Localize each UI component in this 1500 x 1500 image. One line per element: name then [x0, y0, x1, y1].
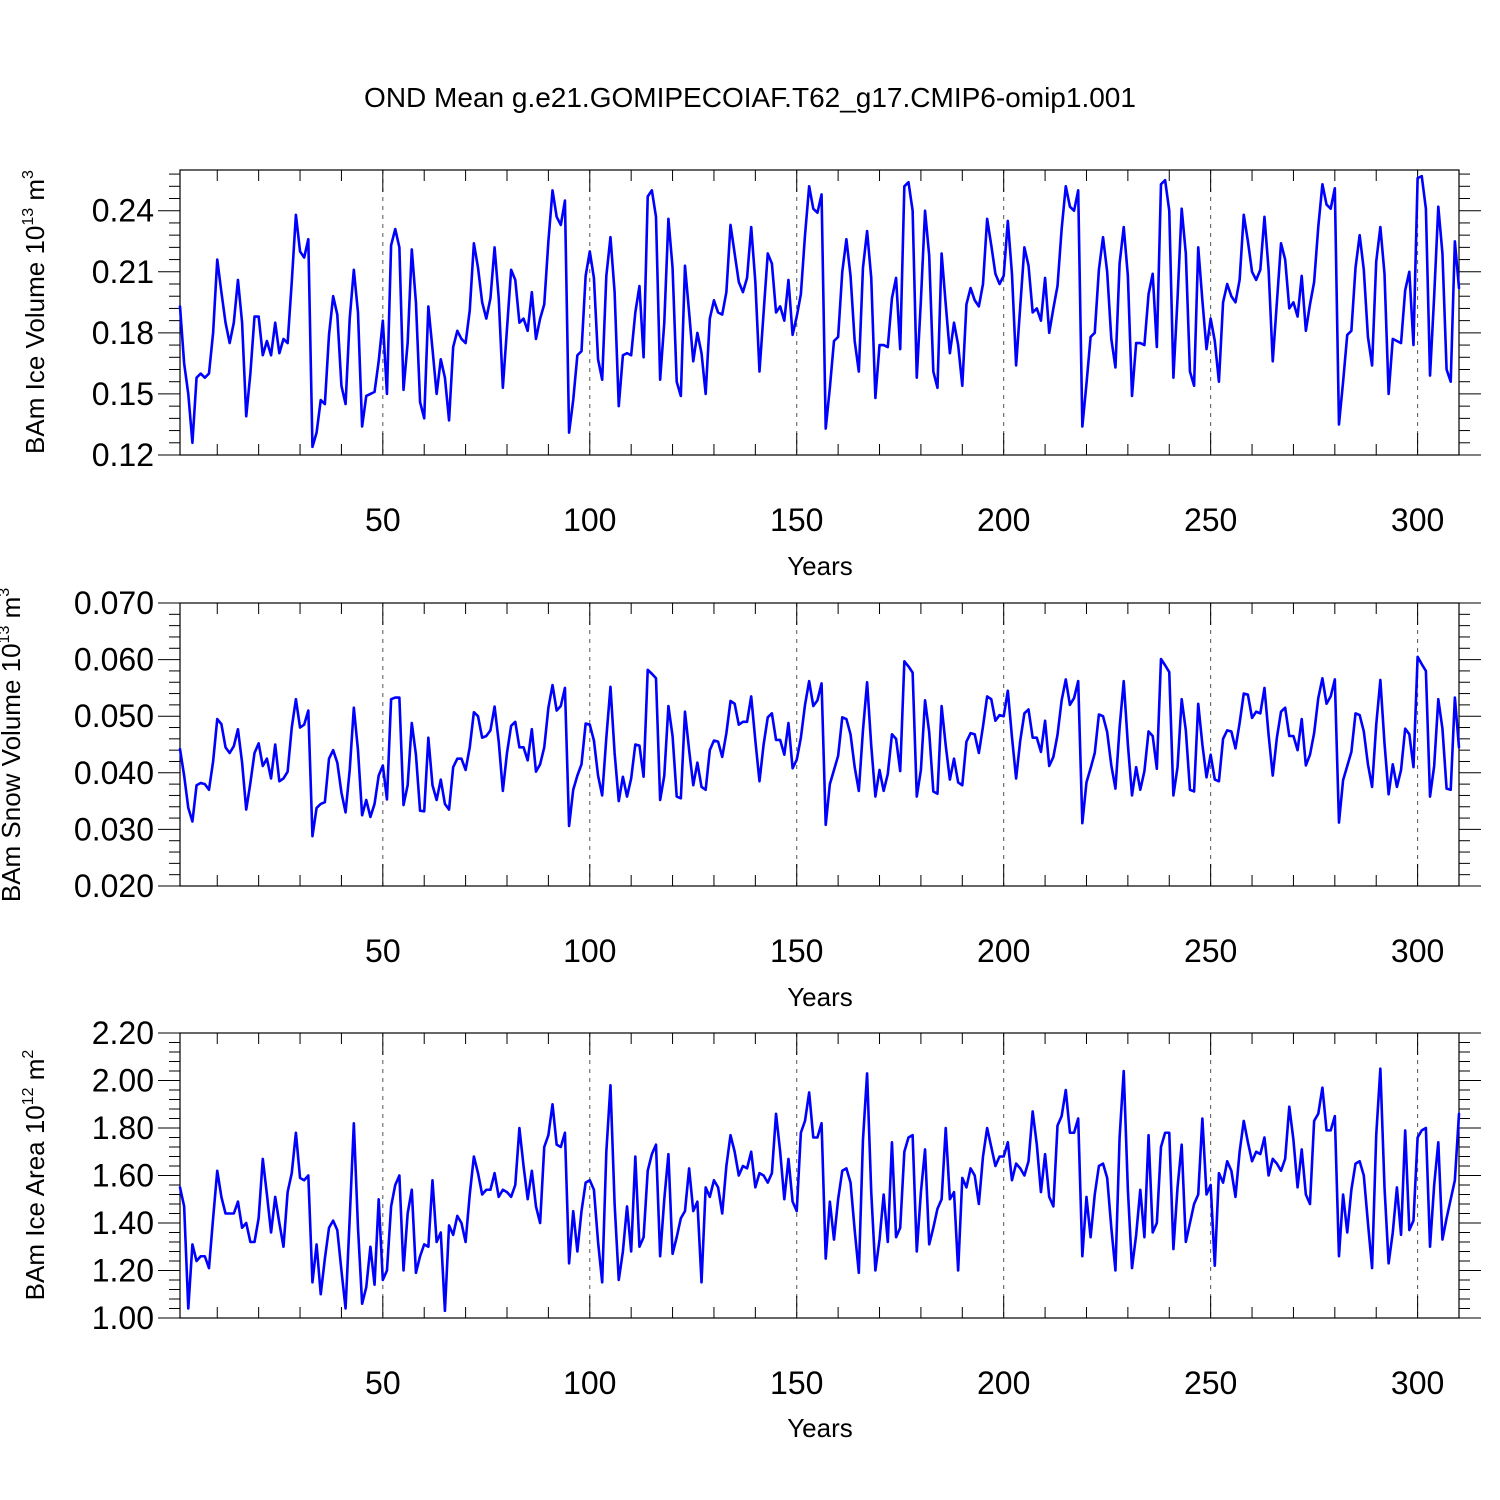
- ice-area-ytick-label: 1.60: [92, 1158, 154, 1194]
- ice-area-xtick-label: 300: [1391, 1365, 1444, 1401]
- ice-area-xlabel: Years: [787, 1413, 853, 1443]
- ice-volume-xlabel: Years: [787, 551, 853, 581]
- ice-volume-xtick-label: 50: [365, 502, 401, 538]
- ice-volume-xtick-label: 300: [1391, 502, 1444, 538]
- ice-area-ytick-label: 2.20: [92, 1015, 154, 1051]
- ice-volume-series-line: [178, 174, 1461, 449]
- ice-area-series-line: [178, 1067, 1461, 1313]
- snow-volume-plot-frame: [179, 602, 1460, 887]
- snow-volume-ytick-label: 0.060: [74, 642, 154, 678]
- ice-volume-plot-frame: [179, 169, 1460, 456]
- ice-volume-ytick-label: 0.12: [92, 437, 154, 473]
- ice-area-ylabel: BAm Ice Area 1012 m2: [20, 1050, 50, 1301]
- ice-area-plot-frame: [179, 1032, 1460, 1319]
- snow-volume-ytick-label: 0.030: [74, 811, 154, 847]
- snow-volume-xtick-label: 300: [1391, 933, 1444, 969]
- snow-volume-ytick-label: 0.040: [74, 755, 154, 791]
- ice-area-xtick-label: 200: [977, 1365, 1030, 1401]
- ice-volume-ytick-label: 0.24: [92, 193, 154, 229]
- ice-area-ytick-label: 2.00: [92, 1063, 154, 1099]
- snow-volume-panel: BAm Snow Volume 1013 m3 Years 0.020 0.030…: [0, 585, 1481, 1012]
- snow-volume-xtick-label: 200: [977, 933, 1030, 969]
- ice-volume-xtick-label: 150: [770, 502, 823, 538]
- snow-volume-xtick-label: 50: [365, 933, 401, 969]
- ice-area-xtick-label: 100: [563, 1365, 616, 1401]
- ice-area-xtick-label: 50: [365, 1365, 401, 1401]
- snow-volume-ylabel: BAm Snow Volume 1013 m3: [0, 588, 26, 902]
- ice-area-xtick-label: 250: [1184, 1365, 1237, 1401]
- snow-volume-ytick-label: 0.020: [74, 868, 154, 904]
- snow-volume-ytick-label: 0.070: [74, 585, 154, 621]
- ice-area-ytick-label: 1.20: [92, 1253, 154, 1289]
- ice-volume-xtick-label: 250: [1184, 502, 1237, 538]
- ice-volume-xtick-label: 200: [977, 502, 1030, 538]
- snow-volume-series-line: [178, 655, 1461, 838]
- ice-area-ytick-label: 1.80: [92, 1110, 154, 1146]
- ice-volume-xtick-label: 100: [563, 502, 616, 538]
- ice-area-xtick-label: 150: [770, 1365, 823, 1401]
- snow-volume-xtick-label: 100: [563, 933, 616, 969]
- snow-volume-ytick-label: 0.050: [74, 698, 154, 734]
- ice-volume-ytick-label: 0.15: [92, 376, 154, 412]
- chart-title: OND Mean g.e21.GOMIPECOIAF.T62_g17.CMIP6…: [364, 82, 1136, 113]
- snow-volume-xtick-label: 250: [1184, 933, 1237, 969]
- ice-area-ytick-label: 1.00: [92, 1300, 154, 1336]
- ice-volume-panel: BAm Ice Volume 1013 m3 Years 0.12 0.15 0.1…: [20, 169, 1481, 581]
- ice-volume-ylabel: BAm Ice Volume 1013 m3: [20, 170, 50, 454]
- ice-area-panel: BAm Ice Area 1012 m2 Years 1.00 1.20 1.40 1…: [20, 1015, 1481, 1443]
- ice-volume-ytick-label: 0.18: [92, 315, 154, 351]
- snow-volume-xtick-label: 150: [770, 933, 823, 969]
- snow-volume-xlabel: Years: [787, 982, 853, 1012]
- ice-area-ytick-label: 1.40: [92, 1205, 154, 1241]
- ice-volume-ytick-label: 0.21: [92, 254, 154, 290]
